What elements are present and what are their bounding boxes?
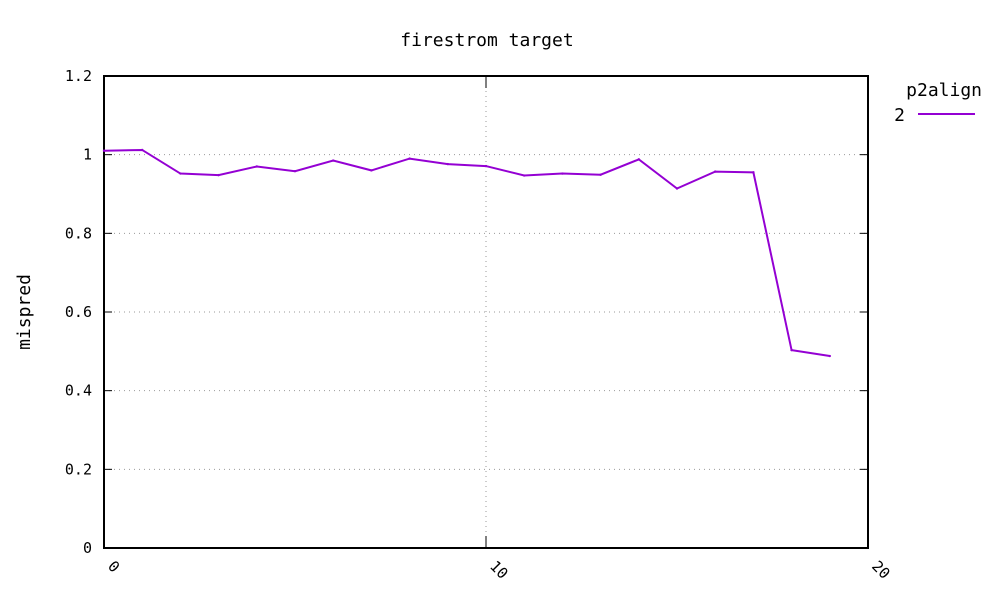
chart-title: firestrom target (400, 30, 573, 51)
series-layer (102, 148, 831, 358)
data-point (332, 159, 335, 162)
y-tick-label: 0.6 (65, 303, 92, 321)
data-point (370, 169, 373, 172)
data-point (484, 164, 488, 168)
data-point (179, 172, 182, 175)
y-tick-label: 1 (83, 146, 92, 164)
legend: p2align 2 (894, 80, 982, 126)
data-point (599, 173, 602, 176)
data-point (675, 187, 679, 190)
data-point (141, 148, 144, 152)
series-line-2 (103, 148, 830, 358)
data-point (561, 172, 564, 175)
x-tick-label: 0 (104, 557, 123, 576)
y-tick-label: 0.8 (65, 224, 92, 242)
data-point (217, 173, 220, 177)
data-point (752, 171, 755, 174)
y-tick-label: 0 (83, 539, 92, 557)
data-point (790, 348, 793, 352)
data-point (523, 174, 526, 177)
legend-label-series-2: 2 (894, 105, 905, 126)
y-axis-label: mispred (14, 274, 35, 350)
legend-title: p2align (906, 80, 982, 101)
x-tick-label: 20 (868, 557, 894, 583)
data-point (255, 165, 258, 168)
data-point (446, 162, 449, 166)
y-tick-label: 0.4 (65, 382, 92, 400)
x-tick-label: 10 (486, 557, 512, 583)
data-point (828, 354, 831, 358)
grid-layer (104, 76, 868, 548)
data-point (293, 169, 297, 173)
data-point (714, 170, 717, 173)
data-point (102, 149, 106, 152)
data-point (637, 158, 640, 161)
tick-layer: 0 0.2 0.4 0.6 0.8 1 1.2 0 10 20 (65, 67, 894, 583)
y-tick-label: 0.2 (65, 460, 92, 478)
data-point (408, 157, 411, 160)
y-tick-label: 1.2 (65, 67, 92, 85)
